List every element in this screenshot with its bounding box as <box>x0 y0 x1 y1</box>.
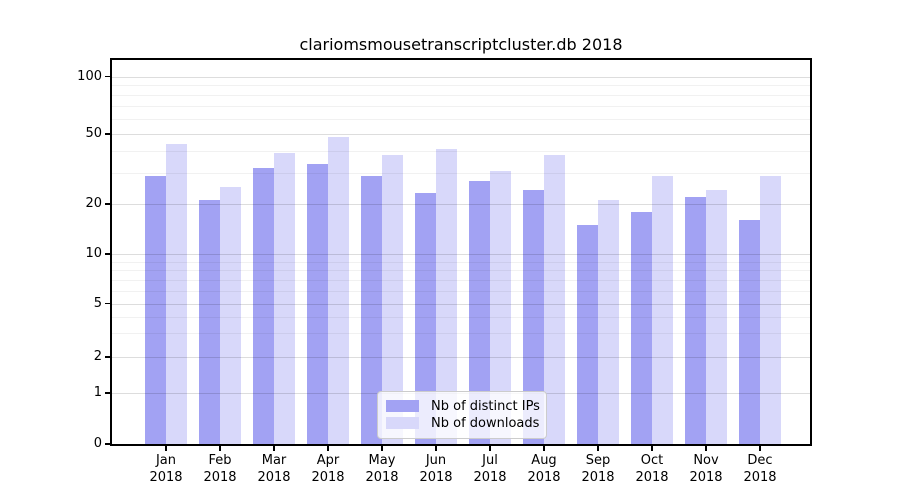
gridline-minor <box>112 151 810 152</box>
x-tick-label: Jun 2018 <box>419 453 453 485</box>
x-tick-label: Jul 2018 <box>473 453 507 485</box>
plot-area <box>112 60 810 444</box>
bar-downloads-aug <box>544 155 565 444</box>
legend-label: Nb of downloads <box>431 415 540 431</box>
legend-swatch-downloads <box>386 417 419 429</box>
x-tick-mark <box>705 446 707 451</box>
gridline-minor <box>112 106 810 108</box>
x-tick-mark <box>381 446 383 451</box>
y-tick-mark <box>105 253 110 255</box>
y-tick-label: 10 <box>85 246 102 261</box>
legend-swatch-ips <box>386 400 419 412</box>
x-tick-label: Feb 2018 <box>203 453 237 485</box>
bar-downloads-jul <box>490 170 511 444</box>
y-tick-mark <box>105 302 110 305</box>
x-tick-label: Apr 2018 <box>311 453 345 485</box>
gridline-minor <box>112 95 810 96</box>
bar-downloads-mar <box>274 153 295 444</box>
y-tick-label: 5 <box>93 295 102 311</box>
legend-item: Nb of distinct IPs <box>386 398 540 414</box>
x-tick-mark <box>651 446 653 451</box>
y-tick-mark <box>105 203 110 205</box>
bar-downloads-dec <box>760 175 781 444</box>
x-tick-label: Dec 2018 <box>743 453 777 485</box>
x-tick-label: Aug 2018 <box>527 453 561 485</box>
x-tick-mark <box>543 446 545 451</box>
bar-downloads-nov <box>706 190 727 444</box>
bar-ips-apr <box>307 163 328 444</box>
x-tick-label: Oct 2018 <box>635 453 669 485</box>
bar-ips-jul <box>469 181 490 444</box>
y-tick-label: 20 <box>85 196 102 211</box>
x-tick-mark <box>597 446 599 451</box>
gridline-major <box>112 134 810 136</box>
x-tick-label: Jan 2018 <box>149 453 183 485</box>
bar-downloads-jan <box>166 143 187 444</box>
gridline-minor <box>112 173 810 174</box>
chart-title: clariomsmousetranscriptcluster.db 2018 <box>299 35 623 54</box>
x-tick-mark <box>435 446 437 451</box>
bar-downloads-may <box>382 155 403 444</box>
x-tick-mark <box>219 446 221 451</box>
gridline-minor <box>112 85 810 87</box>
legend-label: Nb of distinct IPs <box>431 398 540 414</box>
bar-downloads-sep <box>598 200 619 444</box>
x-tick-mark <box>759 446 761 451</box>
legend: Nb of distinct IPs Nb of downloads <box>377 391 547 439</box>
bar-ips-aug <box>523 190 544 444</box>
bar-ips-jun <box>415 193 436 444</box>
y-tick-label: 100 <box>77 68 102 84</box>
bar-ips-dec <box>739 220 760 444</box>
x-tick-label: Sep 2018 <box>581 453 615 485</box>
legend-item: Nb of downloads <box>386 415 540 431</box>
bar-ips-oct <box>631 211 652 444</box>
bar-ips-nov <box>685 196 706 444</box>
y-tick-label: 50 <box>85 126 102 141</box>
bar-ips-may <box>361 175 382 444</box>
gridline-minor <box>112 118 810 120</box>
x-tick-label: May 2018 <box>365 453 399 485</box>
x-tick-mark <box>273 446 275 451</box>
y-tick-mark <box>105 75 110 78</box>
x-tick-label: Nov 2018 <box>689 453 723 485</box>
bar-ips-sep <box>577 224 598 444</box>
y-tick-mark <box>105 392 110 394</box>
y-tick-mark <box>105 443 110 445</box>
x-tick-mark <box>165 446 167 451</box>
y-tick-mark <box>105 133 110 135</box>
y-tick-label: 0 <box>93 436 102 451</box>
bar-ips-feb <box>199 200 220 444</box>
gridline-major <box>112 76 810 78</box>
bar-downloads-jun <box>436 149 457 444</box>
bar-downloads-apr <box>328 137 349 444</box>
bar-ips-jan <box>145 175 166 444</box>
x-tick-mark <box>489 446 491 451</box>
y-tick-mark <box>105 356 110 358</box>
x-tick-label: Mar 2018 <box>257 453 291 485</box>
y-tick-label: 2 <box>93 349 102 364</box>
y-tick-label: 1 <box>93 385 102 400</box>
bar-ips-mar <box>253 168 274 444</box>
x-tick-mark <box>327 446 329 451</box>
bar-downloads-feb <box>220 187 241 444</box>
bar-downloads-oct <box>652 175 673 444</box>
